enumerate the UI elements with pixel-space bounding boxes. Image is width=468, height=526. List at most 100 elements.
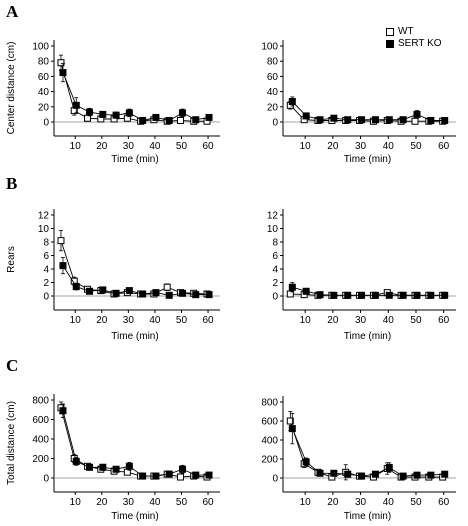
series-line <box>291 428 445 477</box>
data-point <box>330 114 338 122</box>
x-tick-label: 50 <box>176 497 188 508</box>
y-tick-label: 2 <box>272 278 278 289</box>
x-axis-label: Time (min) <box>111 331 158 342</box>
data-point <box>99 463 107 471</box>
data-point <box>72 457 80 465</box>
data-point <box>302 287 310 295</box>
y-tick-label: 10 <box>38 224 50 235</box>
y-tick-label: 400 <box>261 436 278 447</box>
y-tick-label: 0 <box>272 474 278 485</box>
data-point <box>112 289 120 297</box>
data-point <box>358 116 366 124</box>
y-tick-label: 6 <box>43 251 49 262</box>
y-tick-label: 12 <box>267 211 279 222</box>
x-tick-label: 60 <box>202 315 214 326</box>
data-point <box>288 97 296 105</box>
y-tick-label: 0 <box>43 474 49 485</box>
data-point <box>330 291 338 299</box>
data-point <box>86 287 94 295</box>
x-tick-label: 10 <box>70 315 82 326</box>
x-tick-label: 40 <box>383 315 395 326</box>
data-point <box>165 116 173 124</box>
data-point <box>178 465 186 473</box>
data-point <box>59 262 67 270</box>
data-point <box>399 472 407 480</box>
x-tick-label: 30 <box>123 141 135 152</box>
y-tick-label: 60 <box>267 72 279 83</box>
y-tick-label: 40 <box>267 87 279 98</box>
x-tick-label: 50 <box>410 315 422 326</box>
y-tick-label: 600 <box>261 417 278 428</box>
x-tick-label: 50 <box>410 497 422 508</box>
data-point <box>330 469 338 477</box>
x-axis-label: Time (min) <box>344 154 391 165</box>
data-point <box>176 473 184 481</box>
y-tick-label: 0 <box>43 292 49 303</box>
data-point <box>316 291 324 299</box>
legend-item-wt: WT <box>386 26 442 38</box>
data-point <box>441 291 449 299</box>
x-tick-label: 20 <box>96 315 108 326</box>
data-point <box>99 286 107 294</box>
y-tick-label: 100 <box>32 42 49 53</box>
data-point <box>411 117 419 125</box>
x-tick-label: 50 <box>176 315 188 326</box>
data-point <box>112 111 120 119</box>
data-point <box>288 425 296 433</box>
chart-b-left: 0 2 4 6 8 10 12 10 20 30 40 50 60 Time (min) Rears <box>6 209 220 342</box>
y-tick-label: 0 <box>43 118 49 129</box>
y-tick-label: 40 <box>38 87 50 98</box>
y-tick-label: 200 <box>32 454 49 465</box>
x-tick-label: 20 <box>96 497 108 508</box>
data-point <box>427 116 435 124</box>
chart-a-left: 0 20 40 60 80 100 10 20 30 40 50 60 Time (min) Center… <box>6 40 220 165</box>
chart-c-right: 0 200 400 600 800 10 20 30 40 50 60 Time (min) <box>261 396 456 522</box>
x-tick-label: 60 <box>438 497 450 508</box>
data-point <box>358 291 366 299</box>
y-tick-label: 0 <box>272 118 278 129</box>
data-point <box>399 291 407 299</box>
data-point <box>316 116 324 124</box>
y-axis-label: Total distance (cm) <box>6 401 17 485</box>
x-tick-label: 60 <box>438 315 450 326</box>
data-point <box>165 470 173 478</box>
data-point <box>286 290 294 298</box>
y-tick-label: 4 <box>272 265 278 276</box>
data-point <box>371 470 379 478</box>
legend-item-sert-ko: SERT KO <box>386 38 442 50</box>
panel-letter-c: C <box>6 356 19 375</box>
data-point <box>371 291 379 299</box>
y-tick-label: 10 <box>267 224 279 235</box>
x-tick-label: 20 <box>96 141 108 152</box>
data-point <box>371 116 379 124</box>
chart-a-right: 0 20 40 60 80 100 10 20 30 40 50 60 Time (min) <box>261 40 456 165</box>
data-point <box>441 470 449 478</box>
y-axis-label: Center distance (cm) <box>6 42 17 135</box>
data-point <box>385 291 393 299</box>
data-point <box>192 291 200 299</box>
x-tick-label: 30 <box>355 141 367 152</box>
data-point <box>399 116 407 124</box>
data-point <box>59 69 67 77</box>
legend: WT SERT KO <box>386 26 442 50</box>
data-point <box>152 472 160 480</box>
data-point <box>59 407 67 415</box>
data-point <box>178 289 186 297</box>
y-tick-label: 800 <box>32 396 49 407</box>
x-tick-label: 30 <box>123 497 135 508</box>
legend-label-wt: WT <box>398 26 414 37</box>
data-point <box>125 287 133 295</box>
x-tick-label: 40 <box>149 141 161 152</box>
y-tick-label: 12 <box>38 211 50 222</box>
panel-letter-a: A <box>6 2 19 21</box>
x-axis-label: Time (min) <box>344 511 391 522</box>
y-tick-label: 2 <box>43 278 49 289</box>
series-line <box>60 240 208 295</box>
data-point <box>57 237 65 245</box>
data-point <box>413 110 421 118</box>
data-point <box>385 464 393 472</box>
x-tick-label: 40 <box>383 141 395 152</box>
y-tick-label: 20 <box>38 102 50 113</box>
data-point <box>86 108 94 116</box>
